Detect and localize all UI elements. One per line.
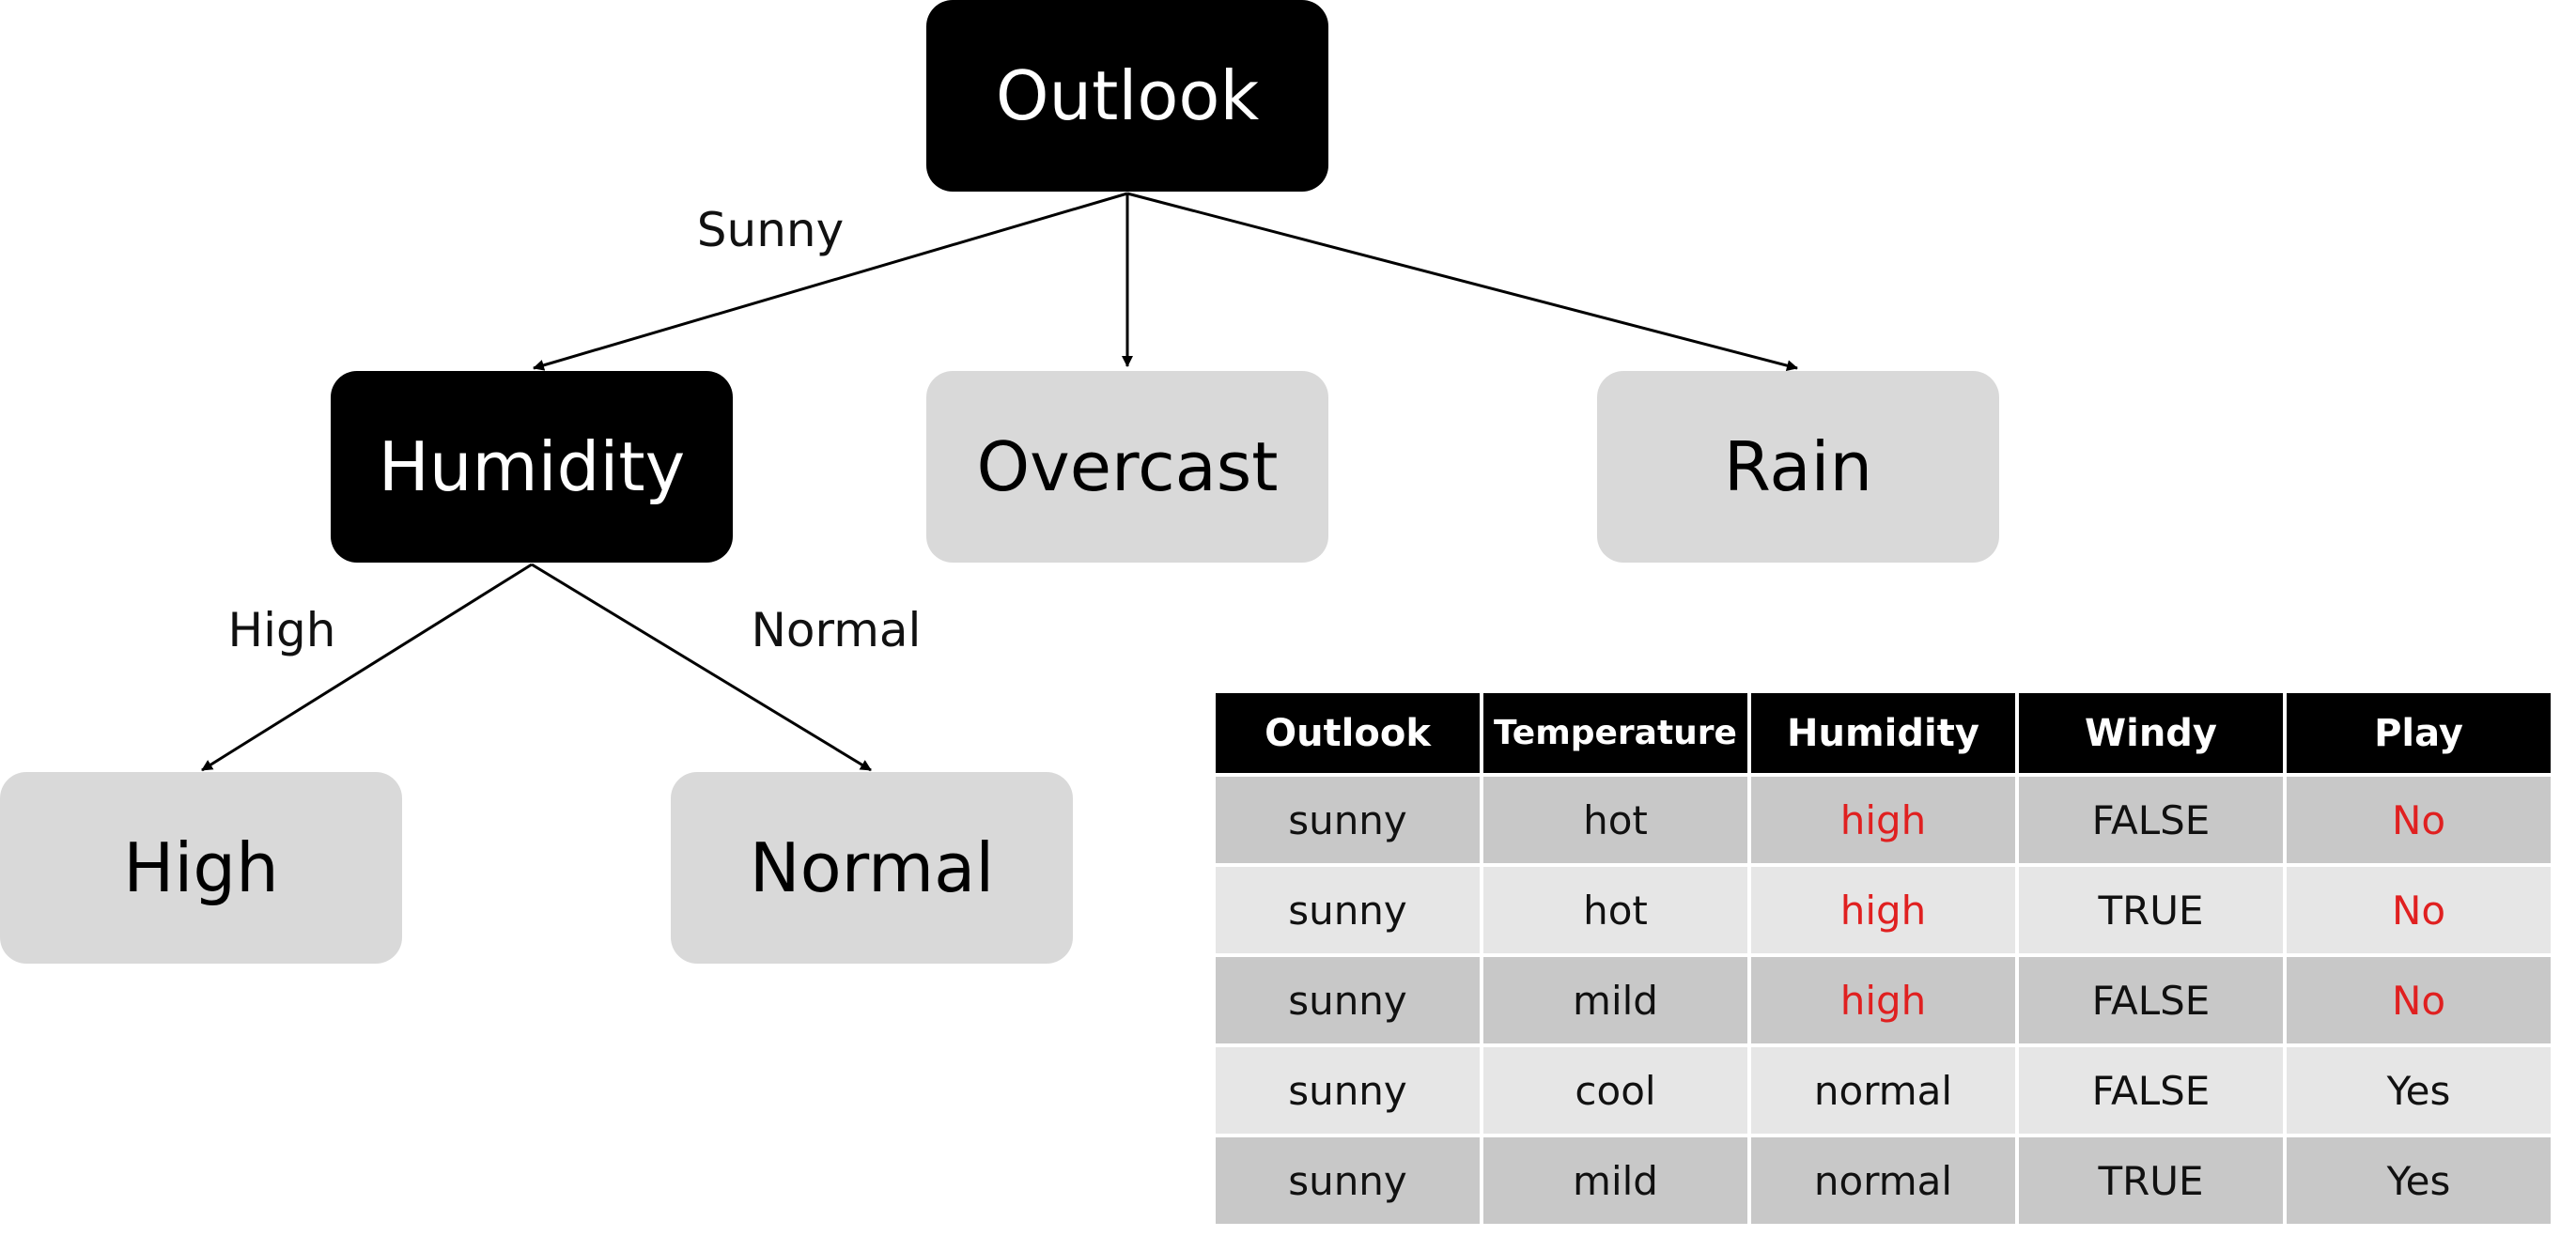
edge-humidity-normal (531, 563, 872, 772)
table-cell: mild (1483, 957, 1747, 1043)
table-cell: sunny (1216, 1137, 1480, 1224)
node-rain-label: Rain (1724, 427, 1872, 506)
table-row: sunny mild normal TRUE Yes (1216, 1137, 2551, 1224)
table-cell: high (1751, 957, 2015, 1043)
node-overcast-label: Overcast (976, 427, 1278, 506)
edge-label-sunny: Sunny (697, 203, 844, 257)
edge-outlook-rain (1126, 192, 1798, 372)
column-header-windy: Windy (2019, 693, 2283, 773)
table-cell: high (1751, 867, 2015, 953)
node-rain: Rain (1597, 371, 1999, 563)
table-cell: No (2287, 867, 2551, 953)
table-cell: No (2287, 777, 2551, 863)
node-normal: Normal (671, 772, 1073, 964)
table-cell: No (2287, 957, 2551, 1043)
edge-label-normal: Normal (752, 603, 922, 657)
table-cell: hot (1483, 777, 1747, 863)
node-normal-label: Normal (750, 828, 995, 907)
table-row: sunny hot high TRUE No (1216, 867, 2551, 953)
node-high-label: High (123, 828, 278, 907)
node-high: High (0, 772, 402, 964)
edge-humidity-high (201, 563, 533, 772)
table-cell: normal (1751, 1047, 2015, 1134)
table-cell: normal (1751, 1137, 2015, 1224)
table-cell: cool (1483, 1047, 1747, 1134)
table-cell: high (1751, 777, 2015, 863)
table-cell: sunny (1216, 957, 1480, 1043)
node-overcast: Overcast (926, 371, 1328, 563)
table-cell: sunny (1216, 867, 1480, 953)
node-outlook-label: Outlook (996, 56, 1260, 135)
table-cell: FALSE (2019, 777, 2283, 863)
table-cell: FALSE (2019, 1047, 2283, 1134)
table-header-row: Outlook Temperature Humidity Windy Play (1216, 693, 2551, 773)
node-humidity-label: Humidity (379, 427, 685, 506)
table-cell: TRUE (2019, 1137, 2283, 1224)
table-cell: hot (1483, 867, 1747, 953)
table-cell: mild (1483, 1137, 1747, 1224)
node-outlook: Outlook (926, 0, 1328, 192)
table-cell: FALSE (2019, 957, 2283, 1043)
edge-label-high: High (228, 603, 336, 657)
column-header-play: Play (2287, 693, 2551, 773)
table-row: sunny cool normal FALSE Yes (1216, 1047, 2551, 1134)
weather-data-table: Outlook Temperature Humidity Windy Play … (1212, 689, 2554, 1228)
node-humidity: Humidity (331, 371, 733, 563)
column-header-outlook: Outlook (1216, 693, 1480, 773)
table-cell: Yes (2287, 1137, 2551, 1224)
table-row: sunny hot high FALSE No (1216, 777, 2551, 863)
table-cell: Yes (2287, 1047, 2551, 1134)
column-header-temperature: Temperature (1483, 693, 1747, 773)
table-cell: sunny (1216, 777, 1480, 863)
table-row: sunny mild high FALSE No (1216, 957, 2551, 1043)
table-cell: sunny (1216, 1047, 1480, 1134)
column-header-humidity: Humidity (1751, 693, 2015, 773)
edge-outlook-humidity (533, 192, 1128, 371)
table-cell: TRUE (2019, 867, 2283, 953)
